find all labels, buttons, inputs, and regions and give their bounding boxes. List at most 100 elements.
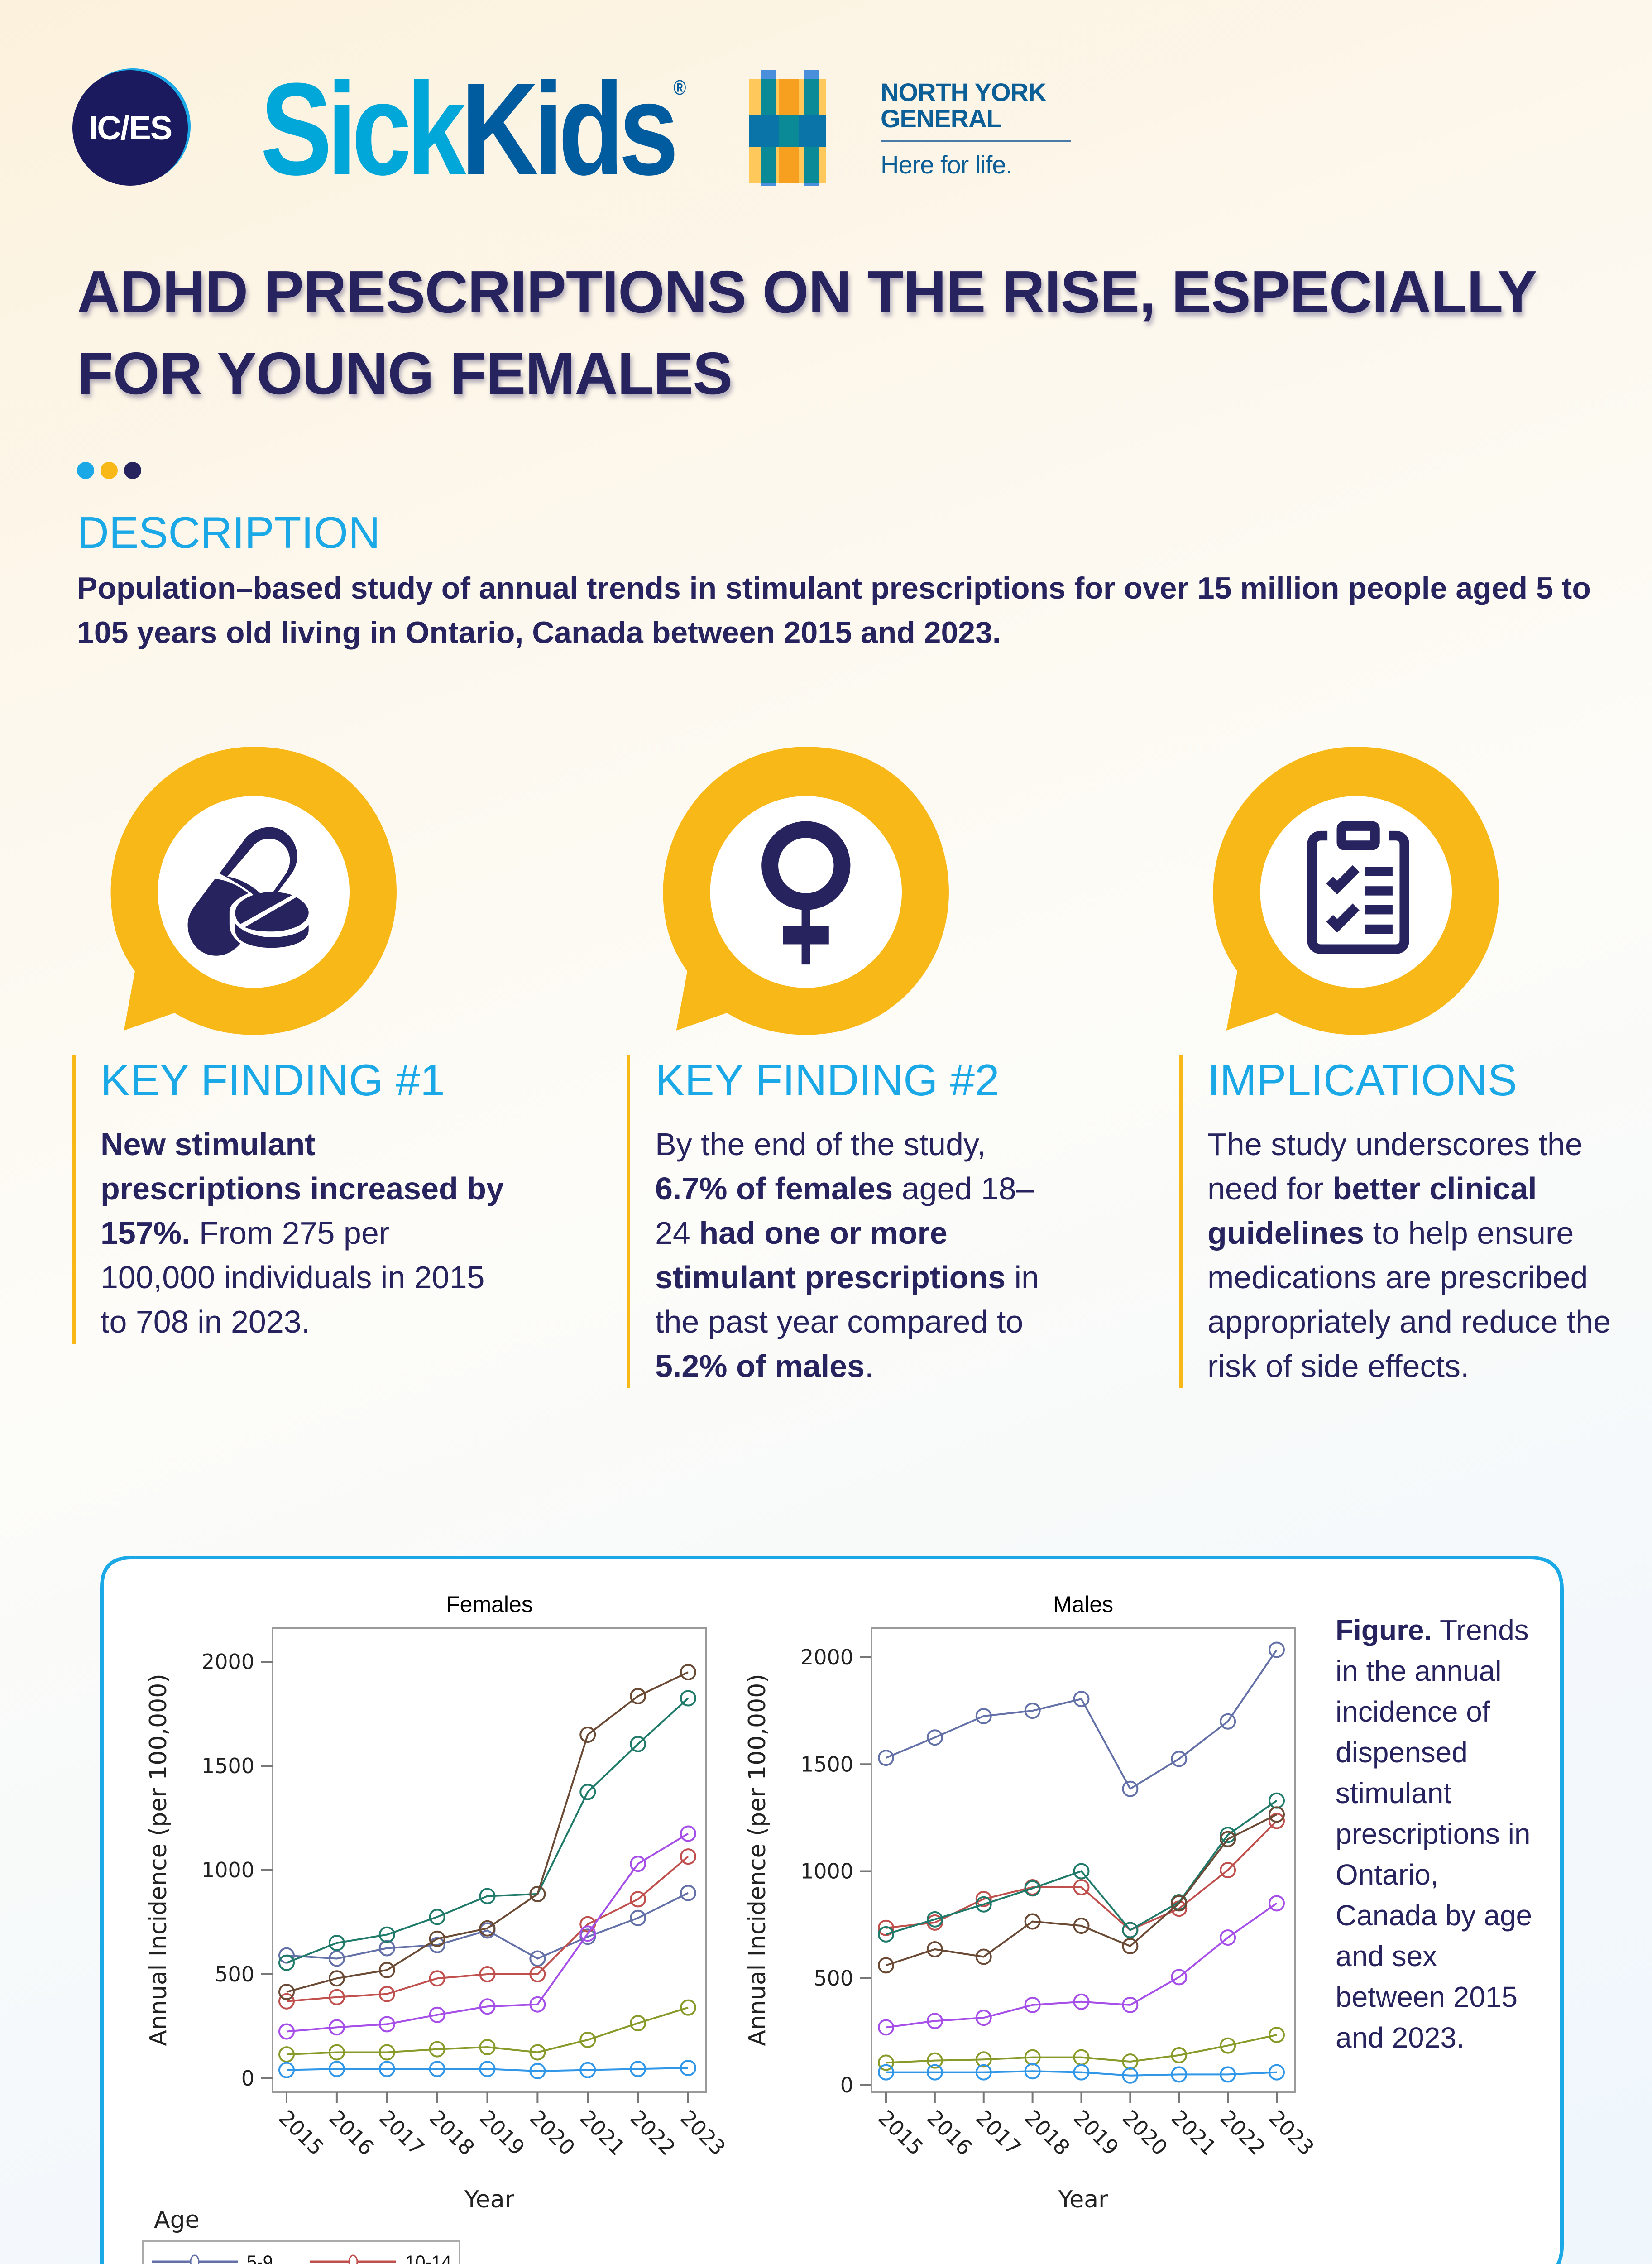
data-point	[429, 1937, 445, 1953]
plot-frame	[272, 1627, 707, 2093]
series-65+	[278, 2060, 696, 2079]
data-point	[1269, 2026, 1285, 2043]
data-point	[630, 2061, 646, 2077]
data-point	[1220, 2066, 1236, 2083]
y-tick-label: 2000	[800, 1645, 853, 1669]
x-tick-label: 2022	[625, 2106, 680, 2160]
data-point	[378, 2061, 395, 2077]
data-point	[278, 2023, 295, 2040]
data-point	[975, 2064, 992, 2081]
series-line	[886, 1799, 1278, 1935]
kf2-text3: in the past year compared to	[655, 1260, 1039, 1339]
data-point	[1024, 1913, 1041, 1930]
data-point	[630, 1856, 646, 1872]
x-tick-label: 2019	[475, 2106, 530, 2160]
data-point	[1073, 1691, 1090, 1708]
data-point	[1024, 1880, 1041, 1897]
data-point	[328, 1970, 345, 1987]
chart-males: Males 0 500 1000 1500 2000 2015201620172018201…	[744, 1592, 1319, 2213]
data-point	[1073, 2064, 1090, 2081]
data-point	[479, 2061, 496, 2077]
data-point	[479, 2039, 496, 2055]
series-15-17	[878, 1792, 1285, 1943]
figure-caption: Figure. Trends in the annual incidence o…	[1336, 1610, 1544, 2058]
chart-title: Males	[1053, 1592, 1113, 1617]
x-tick-label: 2017	[971, 2106, 1026, 2160]
data-point	[1269, 2064, 1285, 2081]
data-point	[630, 1909, 646, 1926]
data-point	[328, 2061, 345, 2077]
data-point	[975, 2051, 992, 2068]
data-point	[328, 2044, 345, 2061]
y-tick-label: 1000	[201, 1858, 254, 1882]
series-line	[286, 1832, 689, 2033]
series-line	[286, 2067, 689, 2072]
data-point	[328, 1935, 345, 1951]
data-point	[579, 1727, 596, 1743]
x-axis-label: Year	[1058, 2186, 1108, 2213]
data-point	[378, 1962, 395, 1978]
data-point	[1073, 1863, 1090, 1880]
series-line	[286, 1892, 689, 1960]
data-point	[278, 1954, 295, 1971]
data-point	[630, 2015, 646, 2032]
data-point	[1171, 2047, 1188, 2063]
data-point	[429, 2006, 445, 2023]
ices-logo-text: IC/ES	[88, 109, 172, 147]
impl-bold1: better clinical guidelines	[1207, 1171, 1537, 1251]
data-point	[926, 1911, 943, 1928]
y-tick-label: 0	[840, 2073, 853, 2097]
data-point	[878, 2054, 894, 2071]
data-point	[529, 1885, 546, 1902]
data-point	[630, 1736, 646, 1752]
female-symbol-icon	[663, 747, 949, 1035]
data-point	[1220, 1929, 1236, 1946]
data-point	[378, 1926, 395, 1943]
x-tick-label: 2021	[1166, 2106, 1221, 2160]
data-point	[278, 2062, 295, 2078]
series-25-44	[278, 1825, 696, 2040]
nyg-divider	[881, 140, 1071, 142]
data-point	[579, 2062, 596, 2078]
kf2-text1: By the end of the study,	[655, 1127, 986, 1162]
series-line	[886, 1902, 1278, 2029]
data-point	[926, 1729, 943, 1746]
x-tick-label: 2016	[324, 2106, 379, 2160]
data-point	[328, 1950, 345, 1967]
data-point	[278, 1993, 295, 2010]
data-point	[328, 1989, 345, 2005]
key-finding-1-heading: KEY FINDING #1	[101, 1055, 445, 1105]
y-axis-label: Annual Incidence (per 100,000)	[145, 1674, 172, 2046]
data-point	[975, 2010, 992, 2026]
decorative-dot-navy	[124, 462, 141, 479]
data-point	[1269, 1813, 1285, 1829]
data-point	[1073, 1879, 1090, 1895]
sickkids-logo: SickKids®	[260, 63, 686, 195]
legend-swatch-marker	[348, 2254, 358, 2264]
data-point	[975, 1708, 992, 1724]
data-point	[479, 1998, 496, 2015]
pills-icon	[110, 747, 397, 1035]
data-point	[926, 2013, 943, 2029]
kf2-bold1: 6.7% of females	[655, 1171, 893, 1206]
implications-heading: IMPLICATIONS	[1207, 1055, 1518, 1105]
y-tick-label: 1500	[201, 1754, 254, 1778]
data-point	[878, 1957, 894, 1974]
data-point	[529, 2063, 546, 2079]
x-tick-label: 2015	[274, 2106, 329, 2160]
data-point	[529, 1996, 546, 2013]
data-point	[926, 1941, 943, 1957]
x-tick-label: 2021	[575, 2106, 630, 2160]
data-point	[529, 2044, 546, 2061]
plot-frame	[871, 1627, 1296, 2093]
implications: IMPLICATIONS The study underscores the n…	[1179, 1055, 1615, 1388]
key-finding-1-bold: New stimulant prescriptions increased by…	[101, 1127, 504, 1251]
series-line	[886, 1813, 1277, 1967]
figure-caption-text: Trends in the annual incidence of dispen…	[1336, 1614, 1532, 2054]
series-65+	[878, 2063, 1285, 2084]
key-finding-2: KEY FINDING #2 By the end of the study, …	[627, 1055, 1040, 1388]
sickkids-logo-kids: Kids	[461, 56, 679, 202]
series-15-17	[278, 1690, 696, 1971]
nyg-name-line2: GENERAL	[881, 104, 1002, 133]
data-point	[1269, 1641, 1285, 1658]
